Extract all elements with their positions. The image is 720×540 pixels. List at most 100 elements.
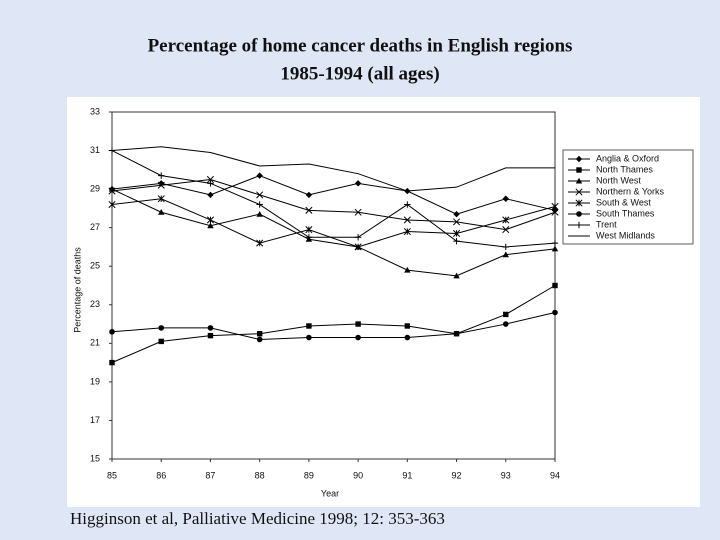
series-line <box>111 188 556 277</box>
chart-title: Percentage of home cancer deaths in Engl… <box>148 35 573 56</box>
legend-label: North Thames <box>596 164 653 174</box>
data-point <box>206 216 214 224</box>
data-point <box>306 323 312 329</box>
legend-marker <box>575 155 583 163</box>
y-tick-label: 31 <box>90 145 100 155</box>
y-tick-label: 27 <box>90 222 100 232</box>
legend-label: North West <box>596 175 641 185</box>
series-line <box>111 175 556 215</box>
data-point <box>503 311 509 318</box>
x-tick-label: 90 <box>353 470 363 480</box>
x-tick-label: 89 <box>304 470 314 480</box>
data-point <box>552 282 558 289</box>
data-point <box>453 237 460 245</box>
data-point <box>256 201 263 208</box>
legend-marker <box>575 177 583 184</box>
x-tick-label: 94 <box>550 470 560 480</box>
data-point <box>108 187 116 195</box>
data-point <box>158 209 165 215</box>
x-tick-label: 87 <box>205 470 215 480</box>
data-point <box>109 359 115 366</box>
data-point <box>305 234 313 241</box>
legend-label: Northern & Yorks <box>596 186 665 196</box>
legend-marker <box>576 211 582 217</box>
data-point <box>207 332 214 339</box>
data-point <box>157 181 165 189</box>
data-point <box>158 172 165 179</box>
x-tick-label: 93 <box>501 470 511 480</box>
data-point <box>157 195 165 203</box>
data-point <box>551 202 559 211</box>
data-point <box>207 180 214 187</box>
legend-marker <box>575 221 583 229</box>
data-point <box>206 175 214 184</box>
data-point <box>502 251 509 258</box>
x-tick-label: 88 <box>255 470 265 480</box>
legend-label: Anglia & Oxford <box>596 153 659 163</box>
data-point <box>354 180 362 187</box>
x-tick-label: 91 <box>402 470 412 480</box>
data-point <box>158 338 164 345</box>
data-point <box>256 336 263 343</box>
legend-label: South Thames <box>596 208 655 218</box>
y-tick-label: 23 <box>90 299 100 309</box>
y-tick-label: 19 <box>90 376 100 386</box>
legend-label: Trent <box>596 219 617 229</box>
data-point <box>502 243 509 251</box>
data-point <box>453 330 460 337</box>
series-line <box>111 146 555 192</box>
series-line <box>111 150 556 248</box>
data-point <box>305 226 313 234</box>
data-point <box>453 218 461 226</box>
data-point <box>551 239 559 247</box>
legend-marker <box>575 199 583 207</box>
data-point <box>354 234 362 241</box>
data-point <box>354 243 362 251</box>
data-point <box>355 321 361 327</box>
y-tick-label: 17 <box>90 415 100 425</box>
data-point <box>256 172 263 179</box>
data-point <box>551 208 559 216</box>
legend-box <box>562 149 694 245</box>
data-point <box>256 191 264 199</box>
y-tick-label: 25 <box>90 261 100 271</box>
y-tick-label: 29 <box>90 183 100 193</box>
y-tick-label: 15 <box>90 453 100 463</box>
data-point <box>354 208 362 216</box>
x-axis-label: Year <box>321 488 339 498</box>
data-point <box>207 325 214 331</box>
y-tick-label: 21 <box>90 338 100 348</box>
data-point <box>453 229 461 238</box>
data-point <box>404 201 411 208</box>
data-point <box>502 216 510 224</box>
x-tick-label: 92 <box>452 470 462 480</box>
legend-label: South & West <box>596 197 651 207</box>
data-point <box>207 191 214 199</box>
series-line <box>111 198 556 248</box>
data-point <box>256 210 263 217</box>
data-point <box>404 323 411 329</box>
data-point <box>551 245 559 252</box>
data-point <box>552 309 558 316</box>
series-line <box>111 285 556 364</box>
data-point <box>355 334 361 341</box>
data-point <box>404 266 411 273</box>
legend-label: West Midlands <box>596 230 655 240</box>
data-point <box>305 191 313 199</box>
y-tick-label: 33 <box>90 106 100 116</box>
data-point <box>502 195 509 202</box>
series-line <box>111 312 556 340</box>
series-line <box>111 178 556 231</box>
legend-marker <box>575 188 583 196</box>
data-point <box>256 239 264 247</box>
data-point <box>158 325 165 331</box>
data-point <box>403 227 411 236</box>
data-point <box>502 321 509 327</box>
data-point <box>404 334 411 341</box>
data-point <box>403 216 411 224</box>
data-point <box>207 222 214 229</box>
data-point <box>256 330 263 337</box>
data-point <box>108 185 116 192</box>
